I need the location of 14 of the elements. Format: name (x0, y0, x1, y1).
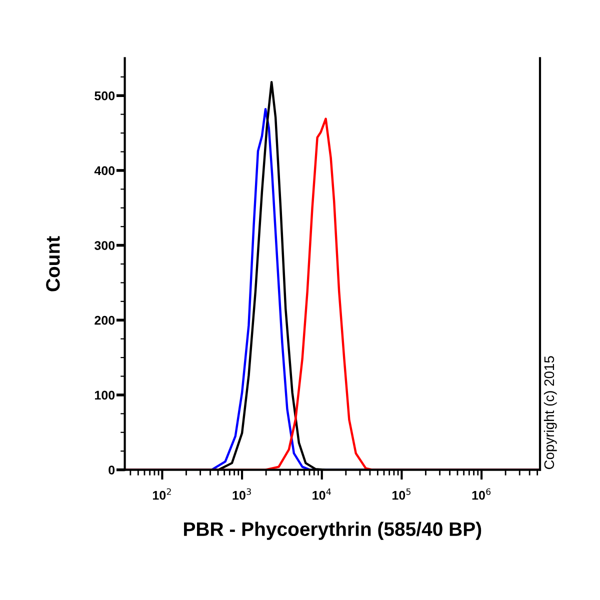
y-tick-label: 300 (94, 241, 115, 250)
y-tick-label: 200 (94, 316, 115, 325)
y-tick-label: 100 (95, 390, 115, 400)
y-axis-title: Count (46, 236, 60, 292)
y-tick-label: 500 (94, 91, 115, 100)
x-tick-label: 10$^{6}$ (472, 488, 491, 500)
x-tick-label: 10$^{5}$ (392, 488, 411, 500)
x-tick-label: 10$^{3}$ (232, 488, 251, 500)
y-tick-label: 400 (94, 166, 115, 176)
text: Copyright (c) 2015 (544, 356, 557, 470)
x-tick-label: 10$^{2}$ (152, 488, 171, 500)
x-axis-title: PBR - Phycoerythrin (585/40 BP) (184, 522, 482, 540)
y-tick-label: 0 (108, 466, 115, 474)
x-tick-label: 10$^{4}$ (312, 488, 331, 500)
